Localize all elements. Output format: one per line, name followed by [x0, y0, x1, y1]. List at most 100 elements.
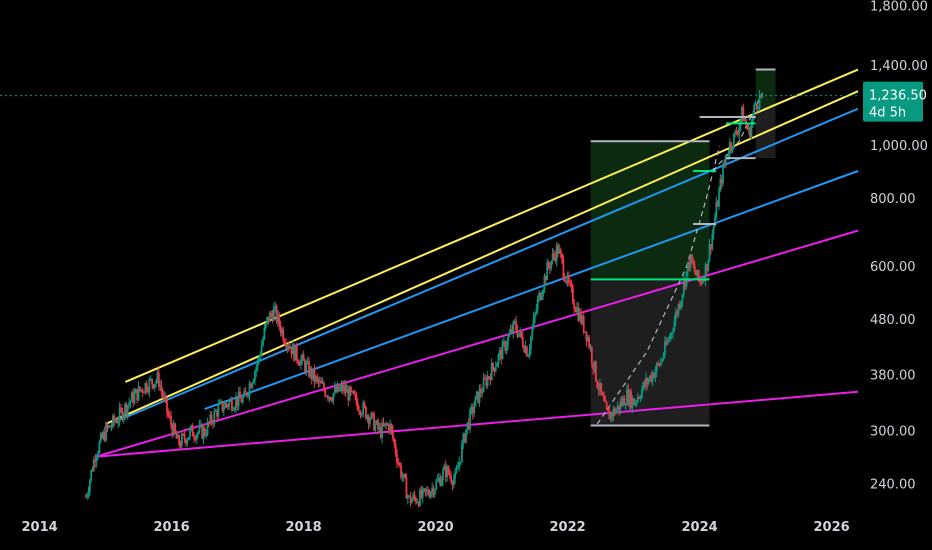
candle-body — [329, 397, 332, 401]
candle-body — [513, 321, 516, 323]
candle-body — [638, 397, 641, 399]
candle-body — [235, 397, 237, 409]
candle-body — [562, 259, 565, 277]
candle-body — [381, 422, 384, 438]
candle-body — [456, 467, 459, 470]
x-tick-label: 2026 — [814, 520, 850, 535]
candle-body — [532, 317, 535, 329]
candle-body — [749, 127, 752, 138]
candle-body — [571, 287, 574, 304]
candle-body — [87, 491, 90, 496]
candle-body — [126, 405, 129, 415]
candle-body — [536, 298, 539, 310]
candle-body — [555, 245, 558, 262]
candle-body — [164, 396, 167, 399]
last-price-value: 1,236.50 — [869, 89, 927, 104]
candle-body — [528, 349, 531, 356]
candle-body — [519, 330, 522, 334]
candle-body — [617, 405, 620, 411]
candle-body — [325, 396, 328, 398]
candle-body — [408, 495, 411, 497]
candle-body — [283, 341, 286, 344]
candle-body — [574, 308, 577, 312]
candle-body — [156, 372, 159, 381]
candle-body — [672, 331, 674, 334]
candle-body — [615, 409, 618, 415]
candle-body — [553, 253, 555, 256]
candle-body — [642, 382, 645, 390]
candle-body — [548, 266, 551, 269]
candle-body — [305, 363, 308, 372]
candle-body — [612, 408, 615, 417]
candle-body — [569, 282, 572, 284]
candle-body — [289, 347, 292, 349]
candle-body — [502, 341, 505, 343]
candle-body — [240, 398, 243, 403]
candle-body — [358, 410, 361, 412]
candle-body — [712, 225, 715, 235]
x-tick-label: 2016 — [154, 520, 190, 535]
candle-body — [252, 380, 255, 384]
candle-body — [121, 409, 124, 420]
candle-body — [570, 283, 573, 288]
candle-body — [601, 392, 604, 396]
candle-body — [527, 355, 530, 357]
candle-body — [461, 443, 463, 462]
candle-body — [226, 405, 229, 407]
candle-body — [221, 400, 224, 411]
candle-body — [176, 435, 179, 439]
candle-body — [231, 399, 233, 411]
candle-body — [216, 410, 218, 417]
candle-body — [198, 425, 201, 432]
candle-body — [275, 306, 278, 322]
candle-body — [354, 394, 356, 396]
candle-body — [681, 294, 684, 302]
price-axis[interactable]: 1,800.00 1,400.00 1,000.00 800.00 600.00 480.… — [870, 0, 928, 493]
candle-body — [218, 402, 221, 405]
candle-body — [684, 280, 687, 287]
candle-body — [163, 396, 166, 398]
candle-body — [661, 359, 664, 361]
candle-body — [323, 382, 325, 390]
time-axis[interactable]: 2014 2016 2018 2020 2022 2024 2026 — [22, 520, 850, 535]
candle-body — [120, 407, 122, 410]
candle-body — [332, 393, 335, 401]
candle-body — [413, 494, 416, 498]
candle-body — [616, 405, 619, 410]
y-tick-label: 1,400.00 — [870, 59, 928, 74]
candle-body — [663, 341, 666, 356]
candle-body — [208, 421, 210, 423]
candle-body — [360, 414, 363, 416]
candle-body — [689, 254, 692, 268]
candle-body — [624, 404, 627, 406]
candle-body — [222, 408, 225, 411]
candle-body — [504, 341, 507, 351]
candle-body — [336, 384, 339, 393]
candle-body — [416, 502, 419, 504]
candle-body — [243, 391, 246, 397]
candle-body — [302, 354, 305, 361]
candle-body — [116, 420, 118, 424]
candle-body — [114, 420, 117, 422]
candle-body — [409, 495, 412, 504]
candle-body — [467, 422, 470, 430]
candle-body — [452, 478, 455, 486]
candle-body — [444, 465, 447, 478]
candle-body — [446, 466, 448, 478]
candle-body — [597, 387, 600, 391]
candle-body — [604, 400, 607, 403]
candle-body — [153, 383, 156, 389]
candle-body — [256, 359, 259, 368]
candle-body — [259, 354, 262, 358]
candle-body — [377, 420, 379, 430]
candle-body — [324, 389, 327, 397]
candle-body — [557, 245, 559, 254]
candle-body — [270, 312, 273, 315]
candle-body — [258, 357, 260, 360]
candle-body — [129, 401, 132, 404]
candle-body — [202, 428, 205, 439]
candle-body — [554, 255, 557, 262]
candle-body — [440, 479, 443, 486]
candle-body — [753, 105, 756, 115]
